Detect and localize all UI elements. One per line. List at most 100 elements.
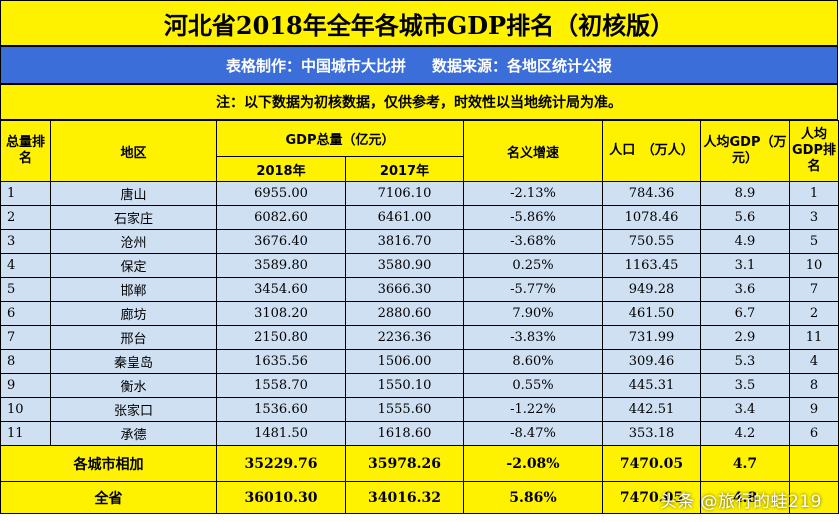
cell-gdp-2018: 3454.60 xyxy=(216,277,346,302)
cell-per-capita: 6.7 xyxy=(700,301,790,326)
cell-population: 1078.46 xyxy=(602,205,701,230)
cell-gdp-2017: 1550.10 xyxy=(345,373,464,398)
cell-rank: 10 xyxy=(0,397,51,422)
cell-region: 承德 xyxy=(50,421,217,446)
cell-growth: 0.55% xyxy=(463,373,603,398)
cell-per-capita: 3.1 xyxy=(700,253,790,278)
total-label: 各城市相加 xyxy=(0,445,217,482)
cell-region: 石家庄 xyxy=(50,205,217,230)
cell-population: 442.51 xyxy=(602,397,701,422)
watermark: 头条 @旅行的蛙219 xyxy=(659,492,822,512)
cell-gdp-2018: 1558.70 xyxy=(216,373,346,398)
header-row-2: 2018年 2017年 xyxy=(1,156,839,182)
cell-gdp-2017: 3580.90 xyxy=(345,253,464,278)
header-per-capita-rank: 人均GDP排名 xyxy=(789,120,839,182)
table-row: 6 廊坊 3108.20 2880.60 7.90% 461.50 6.7 2 xyxy=(0,301,839,326)
total-label: 全省 xyxy=(0,481,217,514)
cell-population: 731.99 xyxy=(602,325,701,350)
cell-gdp-2017: 3816.70 xyxy=(345,229,464,254)
table-row: 11 承德 1481.50 1618.60 -8.47% 353.18 4.2 6 xyxy=(0,421,839,446)
cell-region: 廊坊 xyxy=(50,301,217,326)
cell-growth: 0.25% xyxy=(463,253,603,278)
cell-gdp-2018: 6082.60 xyxy=(216,205,346,230)
header-rank: 总量排名 xyxy=(0,120,51,182)
cell-per-capita: 4.2 xyxy=(700,421,790,446)
cell-gdp-2018: 3589.80 xyxy=(216,253,346,278)
table-row: 5 邯郸 3454.60 3666.30 -5.77% 949.28 3.6 7 xyxy=(0,277,839,302)
cell-growth: -3.83% xyxy=(463,325,603,350)
header-region: 地区 xyxy=(50,120,217,182)
table-row: 4 保定 3589.80 3580.90 0.25% 1163.45 3.1 10 xyxy=(0,253,839,278)
cell-gdp-2017: 35978.26 xyxy=(345,445,464,482)
disclaimer-note: 注：以下数据为初核数据，仅供参考，时效性以当地统计局为准。 xyxy=(0,84,838,120)
cell-rank: 3 xyxy=(0,229,51,254)
total-row: 各城市相加 35229.76 35978.26 -2.08% 7470.05 4.7 xyxy=(0,445,839,482)
cell-growth: -5.86% xyxy=(463,205,603,230)
table-row: 10 张家口 1536.60 1555.60 -1.22% 442.51 3.4 9 xyxy=(0,397,839,422)
cell-growth: -3.68% xyxy=(463,229,603,254)
cell-per-capita-rank: 8 xyxy=(789,373,839,398)
cell-per-capita-rank: 1 xyxy=(789,181,839,206)
cell-population: 750.55 xyxy=(602,229,701,254)
cell-per-capita-rank: 3 xyxy=(789,205,839,230)
cell-gdp-2018: 3676.40 xyxy=(216,229,346,254)
header-gdp-total: GDP总量（亿元） xyxy=(216,120,464,157)
cell-population: 784.36 xyxy=(602,181,701,206)
cell-per-capita-rank: 11 xyxy=(789,325,839,350)
cell-per-capita-rank: 9 xyxy=(789,397,839,422)
cell-population: 461.50 xyxy=(602,301,701,326)
table-row: 7 邢台 2150.80 2236.36 -3.83% 731.99 2.9 11 xyxy=(0,325,839,350)
cell-gdp-2018: 1635.56 xyxy=(216,349,346,374)
cell-growth: -8.47% xyxy=(463,421,603,446)
table-row: 3 沧州 3676.40 3816.70 -3.68% 750.55 4.9 5 xyxy=(0,229,839,254)
cell-gdp-2018: 1536.60 xyxy=(216,397,346,422)
cell-growth: -2.08% xyxy=(463,445,603,482)
cell-gdp-2018: 6955.00 xyxy=(216,181,346,206)
cell-gdp-2018: 1481.50 xyxy=(216,421,346,446)
cell-rank: 8 xyxy=(0,349,51,374)
cell-population: 1163.45 xyxy=(602,253,701,278)
cell-region: 沧州 xyxy=(50,229,217,254)
cell-per-capita: 5.3 xyxy=(700,349,790,374)
cell-gdp-2017: 3666.30 xyxy=(345,277,464,302)
cell-per-capita: 2.9 xyxy=(700,325,790,350)
credits-bar: 表格制作：中国城市大比拼 数据来源：各地区统计公报 xyxy=(0,46,838,84)
cell-rank: 4 xyxy=(0,253,51,278)
cell-population: 7470.05 xyxy=(602,481,701,514)
table-maker: 表格制作：中国城市大比拼 xyxy=(225,56,406,75)
cell-gdp-2017: 1618.60 xyxy=(345,421,464,446)
sheet-title: 河北省2018年全年各城市GDP排名（初核版） xyxy=(0,0,838,46)
cell-rank: 5 xyxy=(0,277,51,302)
cell-rank: 11 xyxy=(0,421,51,446)
cell-region: 唐山 xyxy=(50,181,217,206)
cell-per-capita: 4.7 xyxy=(700,445,790,482)
cell-gdp-2017: 7106.10 xyxy=(345,181,464,206)
cell-region: 秦皇岛 xyxy=(50,349,217,374)
cell-gdp-2018: 36010.30 xyxy=(216,481,346,514)
header-2017: 2017年 xyxy=(345,156,464,182)
cell-growth: -1.22% xyxy=(463,397,603,422)
cell-growth: -2.13% xyxy=(463,181,603,206)
cell-gdp-2017: 2236.36 xyxy=(345,325,464,350)
cell-growth: 8.60% xyxy=(463,349,603,374)
cell-per-capita-rank: 4 xyxy=(789,349,839,374)
table-row: 9 衡水 1558.70 1550.10 0.55% 445.31 3.5 8 xyxy=(0,373,839,398)
cell-region: 邯郸 xyxy=(50,277,217,302)
cell-per-capita: 3.4 xyxy=(700,397,790,422)
table-row: 8 秦皇岛 1635.56 1506.00 8.60% 309.46 5.3 4 xyxy=(0,349,839,374)
cell-population: 309.46 xyxy=(602,349,701,374)
cell-gdp-2018: 2150.80 xyxy=(216,325,346,350)
cell-per-capita-rank: 2 xyxy=(789,301,839,326)
cell-population: 7470.05 xyxy=(602,445,701,482)
header-population: 人口 （万人） xyxy=(602,120,701,182)
cell-gdp-2017: 2880.60 xyxy=(345,301,464,326)
cell-per-capita-rank: 6 xyxy=(789,421,839,446)
cell-region: 张家口 xyxy=(50,397,217,422)
cell-per-capita: 4.9 xyxy=(700,229,790,254)
cell-gdp-2018: 35229.76 xyxy=(216,445,346,482)
cell-gdp-2018: 3108.20 xyxy=(216,301,346,326)
cell-per-capita: 3.6 xyxy=(700,277,790,302)
table-row: 2 石家庄 6082.60 6461.00 -5.86% 1078.46 5.6 3 xyxy=(0,205,839,230)
cell-per-capita: 3.5 xyxy=(700,373,790,398)
